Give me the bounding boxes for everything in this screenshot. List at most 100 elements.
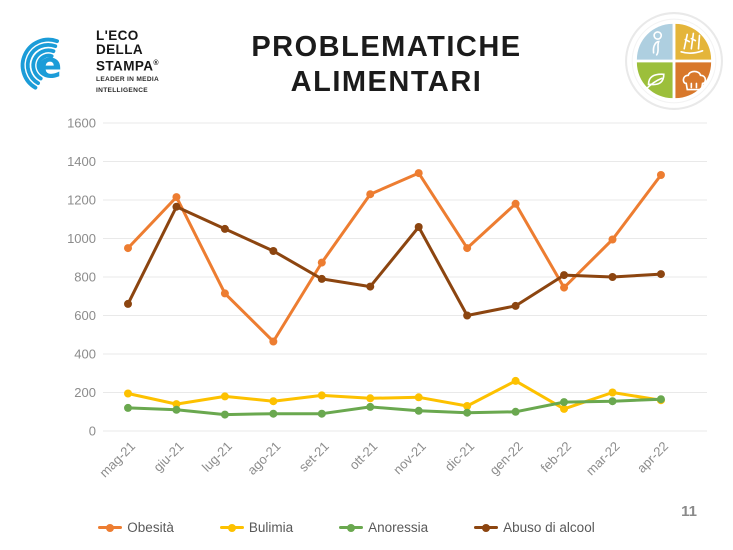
y-axis-label: 1400 bbox=[67, 154, 96, 169]
data-point-bulimia bbox=[317, 391, 326, 400]
page-title: PROBLEMATICHE ALIMENTARI bbox=[110, 30, 663, 100]
x-axis-label: dic-21 bbox=[442, 439, 478, 475]
legend-marker-obesit- bbox=[98, 526, 123, 529]
data-point-bulimia bbox=[414, 393, 423, 402]
y-axis-label: 1600 bbox=[67, 116, 96, 131]
series-line-anoressia bbox=[126, 397, 663, 417]
data-point-anoressia bbox=[317, 409, 326, 418]
data-point-obesit- bbox=[269, 337, 278, 346]
data-point-obesit- bbox=[560, 283, 569, 292]
x-axis-label: ott-21 bbox=[346, 439, 380, 473]
x-axis-label: apr-22 bbox=[634, 439, 671, 476]
data-point-abuso-di-alcool bbox=[656, 270, 665, 279]
legend-item-bulimia: Bulimia bbox=[219, 520, 294, 535]
y-axis-label: 400 bbox=[74, 347, 96, 362]
x-axis-label: ago-21 bbox=[244, 439, 283, 478]
x-axis-label: gen-22 bbox=[486, 439, 525, 478]
data-point-abuso-di-alcool bbox=[220, 224, 229, 233]
leaf-icon bbox=[644, 73, 665, 91]
legend-item-anoressia: Anoressia bbox=[339, 520, 428, 535]
legend-marker-abuso-di-alcool bbox=[474, 526, 499, 529]
data-point-abuso-di-alcool bbox=[317, 274, 326, 283]
data-point-bulimia bbox=[269, 397, 278, 406]
data-point-anoressia bbox=[172, 405, 181, 414]
y-axis-label: 0 bbox=[89, 424, 96, 439]
logo-tagline-line2: INTELLIGENCE bbox=[96, 87, 148, 95]
data-point-bulimia bbox=[511, 376, 520, 385]
data-point-obesit- bbox=[656, 171, 665, 179]
data-point-abuso-di-alcool bbox=[172, 202, 181, 211]
logo-waves-icon: e bbox=[20, 37, 62, 90]
x-axis-label: giu-21 bbox=[150, 439, 186, 475]
data-point-bulimia bbox=[220, 392, 229, 401]
legend-item-abuso-di-alcool: Abuso di alcool bbox=[474, 520, 595, 535]
legend-marker-bulimia bbox=[219, 526, 244, 529]
data-point-bulimia bbox=[172, 400, 181, 409]
data-point-bulimia bbox=[608, 388, 617, 397]
page-title-line2: ALIMENTARI bbox=[290, 66, 483, 98]
data-point-obesit- bbox=[220, 289, 229, 298]
data-point-abuso-di-alcool bbox=[269, 247, 278, 255]
x-axis-label: set-21 bbox=[296, 439, 332, 475]
logo-tagline-line1: LEADER IN MEDIA bbox=[96, 76, 160, 84]
food-plate-icon bbox=[625, 12, 723, 110]
data-point-bulimia bbox=[463, 402, 472, 410]
registered-mark: ® bbox=[153, 59, 159, 67]
data-point-obesit- bbox=[172, 193, 181, 202]
data-point-anoressia bbox=[220, 410, 229, 419]
data-point-obesit- bbox=[463, 244, 472, 253]
data-point-abuso-di-alcool bbox=[608, 273, 617, 281]
series-line-bulimia bbox=[126, 379, 663, 411]
data-point-abuso-di-alcool bbox=[511, 301, 520, 310]
page-title-line1: PROBLEMATICHE bbox=[251, 31, 522, 63]
person-icon bbox=[652, 31, 663, 56]
data-point-anoressia bbox=[511, 407, 520, 416]
chef-hat-icon bbox=[682, 70, 707, 91]
line-chart: 0 200 400 600 800 1000 1200 1400 1600 mag-21 giu-2… bbox=[67, 116, 707, 481]
data-point-bulimia bbox=[366, 394, 375, 403]
legend-item-obesit-: Obesità bbox=[98, 520, 174, 535]
data-point-anoressia bbox=[366, 402, 375, 411]
data-point-obesit- bbox=[366, 190, 375, 199]
logo-text-line3: STAMPA® bbox=[96, 58, 159, 74]
data-point-anoressia bbox=[269, 409, 278, 418]
legend-marker-anoressia bbox=[339, 526, 364, 529]
wheat-icon bbox=[680, 32, 704, 54]
data-point-abuso-di-alcool bbox=[414, 223, 423, 231]
data-point-abuso-di-alcool bbox=[560, 271, 569, 280]
y-axis-label: 200 bbox=[74, 385, 96, 400]
x-axis-label: mar-22 bbox=[583, 439, 623, 479]
data-point-abuso-di-alcool bbox=[366, 282, 375, 291]
y-axis-label: 800 bbox=[74, 270, 96, 285]
data-point-bulimia bbox=[560, 404, 569, 413]
data-point-bulimia bbox=[124, 389, 132, 398]
y-axis-label: 600 bbox=[74, 308, 96, 323]
svg-text:e: e bbox=[38, 46, 62, 87]
legend-label-abuso-di-alcool: Abuso di alcool bbox=[503, 520, 595, 535]
legend-label-bulimia: Bulimia bbox=[248, 520, 294, 535]
series-line-obesit- bbox=[126, 171, 663, 343]
data-point-anoressia bbox=[124, 403, 132, 412]
data-point-anoressia bbox=[560, 398, 569, 407]
data-point-obesit- bbox=[608, 235, 617, 244]
data-point-obesit- bbox=[124, 244, 132, 253]
series-line-abuso-di-alcool bbox=[126, 205, 663, 317]
plate-quadrants bbox=[636, 23, 712, 99]
x-axis-label: lug-21 bbox=[199, 439, 235, 475]
legend-label-obesit-: Obesità bbox=[127, 520, 174, 535]
page-number: 11 bbox=[681, 503, 697, 520]
legend-label-anoressia: Anoressia bbox=[368, 520, 429, 535]
data-point-anoressia bbox=[414, 406, 423, 415]
logo-text-line1: L'ECO bbox=[96, 27, 139, 43]
x-axis-label: feb-22 bbox=[537, 439, 574, 476]
chart-legend: Obesità Bulimia Anoressia Abuso di alcool bbox=[0, 520, 693, 535]
logo-text-line2: DELLA bbox=[96, 41, 143, 57]
data-point-abuso-di-alcool bbox=[124, 299, 132, 308]
y-axis-label: 1000 bbox=[67, 231, 96, 246]
data-point-abuso-di-alcool bbox=[463, 311, 472, 320]
data-point-obesit- bbox=[511, 199, 520, 208]
x-axis-label: mag-21 bbox=[96, 439, 138, 481]
data-point-anoressia bbox=[656, 395, 665, 404]
data-point-anoressia bbox=[463, 408, 472, 417]
company-logo: e L'ECO DELLA STAMPA® LEADER IN MEDIA IN… bbox=[18, 22, 159, 102]
